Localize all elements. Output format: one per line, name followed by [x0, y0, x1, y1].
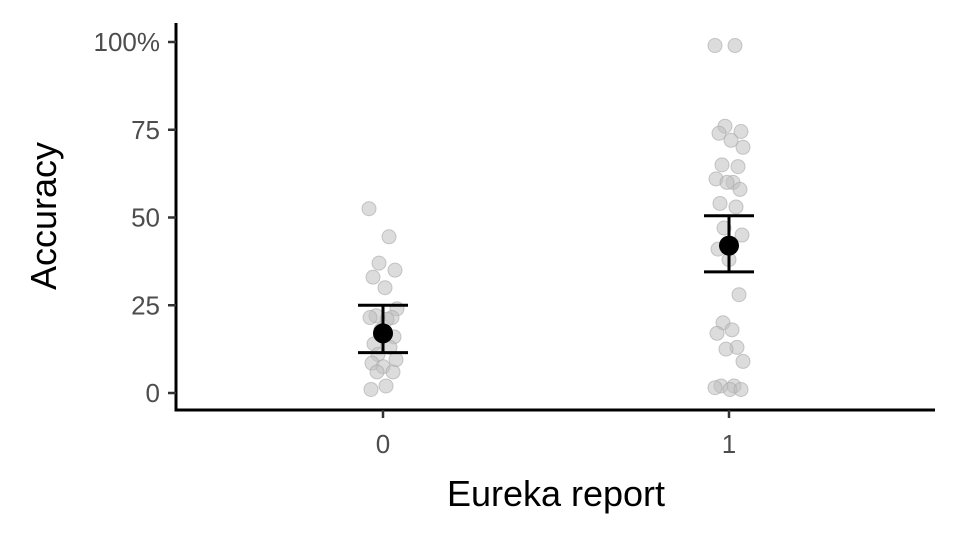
data-point — [369, 364, 385, 380]
y-tick-label: 100% — [94, 27, 161, 57]
data-point — [731, 287, 747, 303]
data-point — [362, 310, 378, 326]
data-point — [709, 325, 725, 341]
data-point — [723, 132, 739, 148]
data-point — [378, 378, 394, 394]
points-layer — [361, 38, 751, 397]
x-axis-title: Eureka report — [447, 473, 665, 514]
data-point — [363, 381, 379, 397]
y-axis-title: Accuracy — [23, 142, 64, 290]
y-tick-label: 0 — [146, 378, 160, 408]
data-point — [361, 201, 377, 217]
data-point — [733, 381, 749, 397]
y-tick-label: 50 — [131, 203, 160, 233]
data-point — [718, 341, 734, 357]
data-point — [712, 195, 728, 211]
data-point — [733, 124, 749, 140]
data-point — [732, 181, 748, 197]
data-point — [735, 353, 751, 369]
y-tick-label: 25 — [131, 290, 160, 320]
data-point — [381, 229, 397, 245]
data-point — [714, 157, 730, 173]
x-tick-label: 1 — [722, 429, 736, 459]
x-tick-label: 0 — [376, 429, 390, 459]
data-point — [730, 159, 746, 175]
data-point — [735, 139, 751, 155]
y-tick-label: 75 — [131, 115, 160, 145]
data-point — [707, 380, 723, 396]
data-point — [371, 255, 387, 271]
data-point — [387, 262, 403, 278]
data-point — [711, 125, 727, 141]
data-point — [385, 364, 401, 380]
data-point — [388, 352, 404, 368]
mean-point — [719, 235, 739, 256]
data-point — [719, 174, 735, 190]
data-point — [377, 280, 393, 296]
data-point — [724, 322, 740, 338]
axes-layer: 0 25 50 75 100% 0 1 — [94, 23, 935, 459]
summary-layer — [358, 214, 754, 355]
mean-point — [373, 323, 393, 344]
data-point — [707, 38, 723, 54]
data-point — [728, 199, 744, 215]
data-point — [727, 38, 743, 54]
data-point — [734, 227, 750, 243]
data-point — [365, 269, 381, 285]
